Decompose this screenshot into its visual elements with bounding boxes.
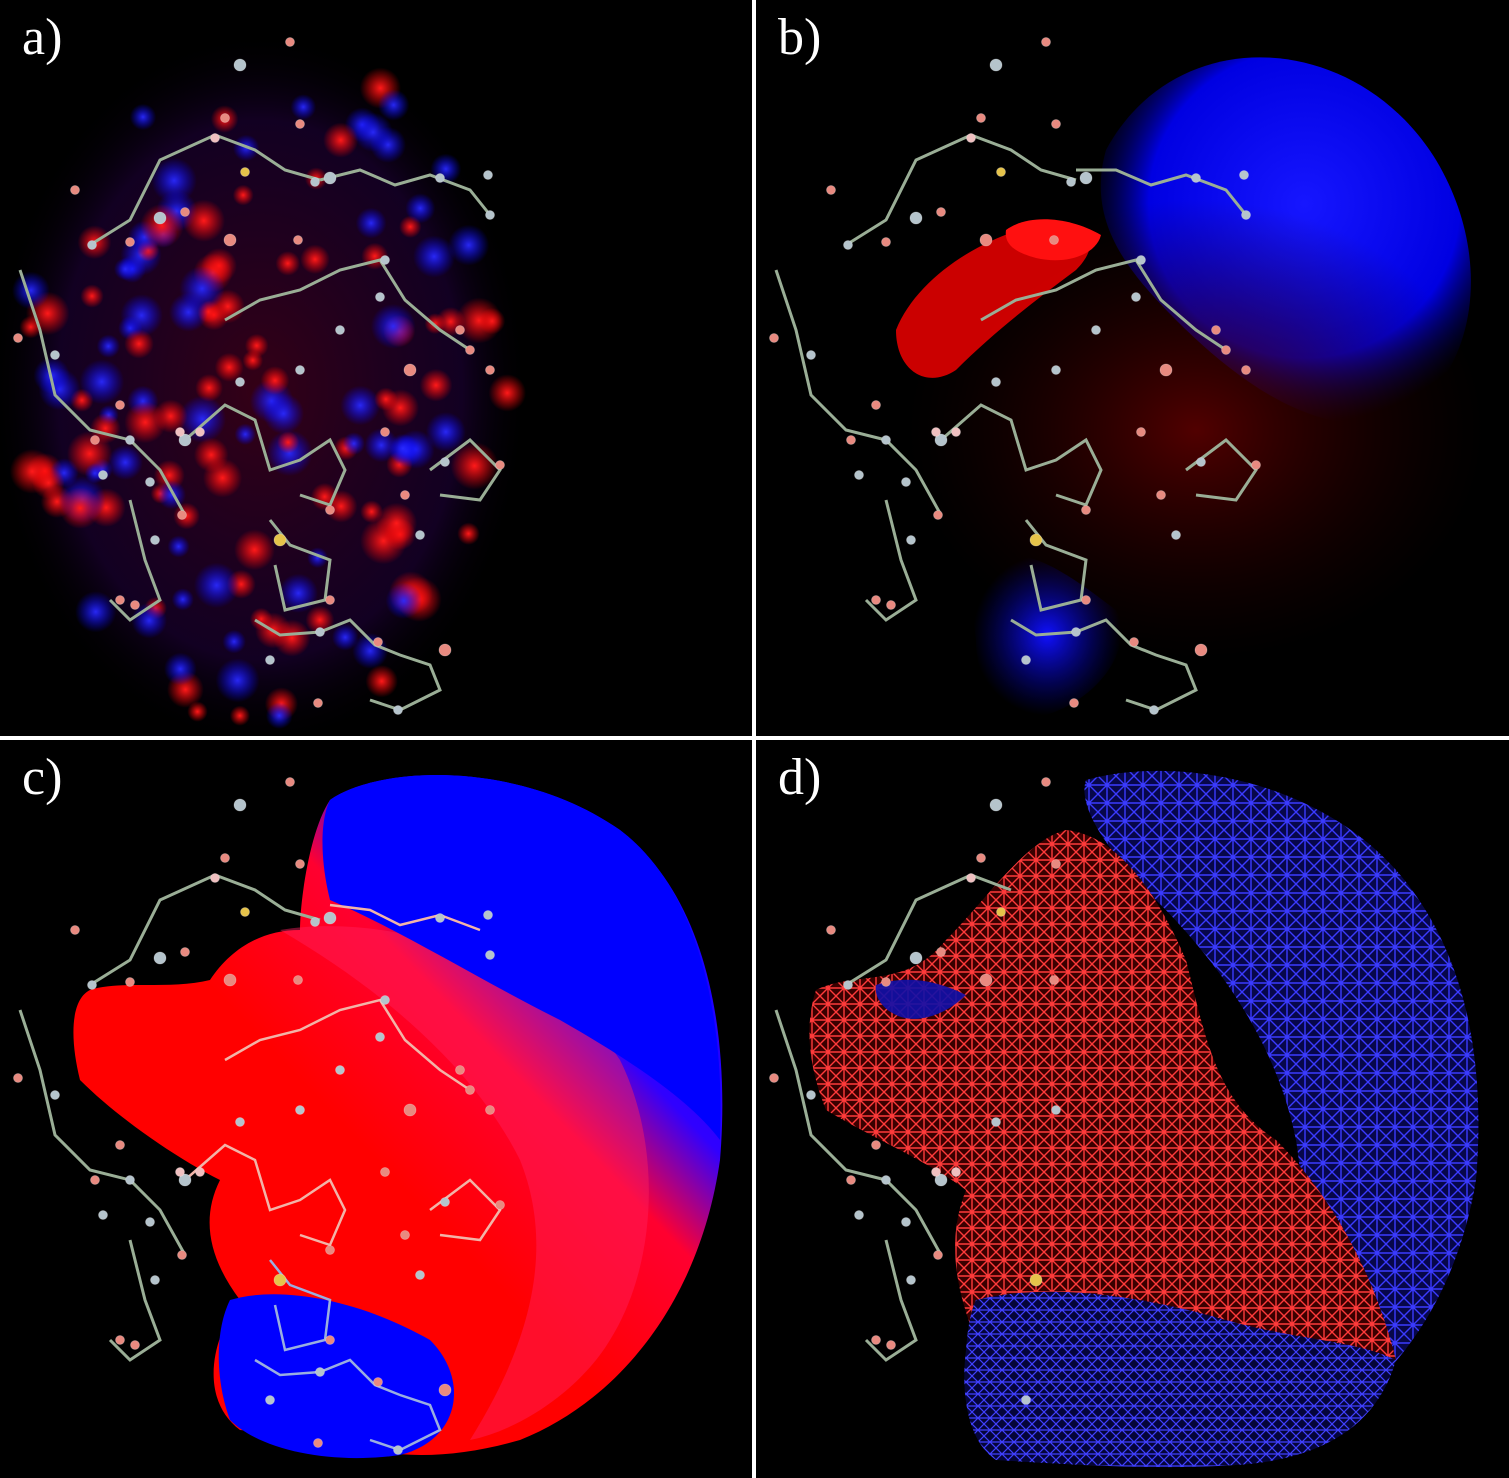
panel-c: c) [0,740,752,1478]
panel-label: c) [22,749,63,806]
potential-volume-render [13,775,723,1459]
panel-label: b) [778,9,822,66]
panel-d: d) [756,740,1509,1478]
panel-a: a) [0,0,752,736]
potential-cloud-render [769,37,1486,716]
panel-label: a) [22,9,63,66]
panel-b: b) [756,0,1509,736]
potential-mesh-render [769,770,1479,1468]
panel-label: d) [778,749,822,806]
potential-points-render [0,30,530,736]
